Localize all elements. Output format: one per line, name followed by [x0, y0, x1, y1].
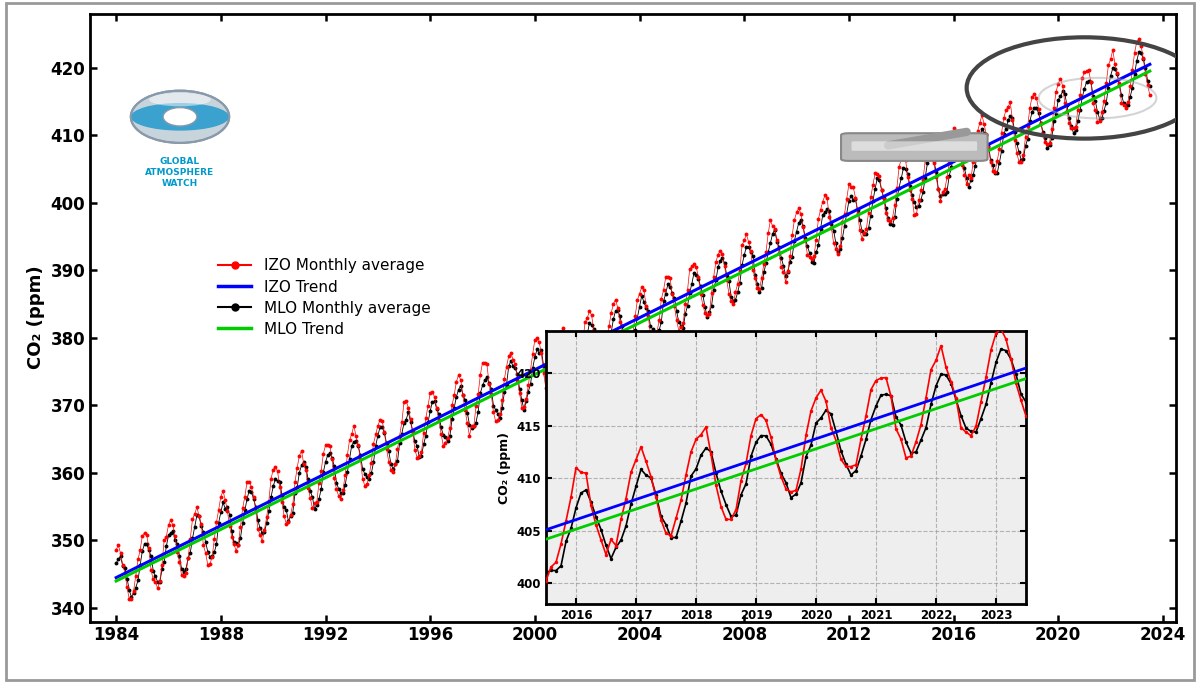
IZO Monthly average: [859, 225, 874, 234]
IZO Trend: [112, 572, 126, 581]
MLO Monthly average: [125, 593, 139, 601]
IZO Trend: [737, 262, 751, 270]
Legend: IZO Monthly average, IZO Trend, MLO Monthly average, MLO Trend: IZO Monthly average, IZO Trend, MLO Mont…: [211, 252, 437, 343]
FancyBboxPatch shape: [852, 141, 977, 151]
IZO Trend: [1008, 127, 1022, 135]
Y-axis label: CO₂ (ppm): CO₂ (ppm): [498, 432, 511, 504]
Line: IZO Monthly average: IZO Monthly average: [114, 38, 1152, 601]
FancyBboxPatch shape: [841, 133, 988, 161]
IZO Trend: [1142, 60, 1157, 68]
Ellipse shape: [131, 103, 229, 130]
MLO Monthly average: [859, 230, 874, 238]
MLO Monthly average: [824, 220, 839, 228]
IZO Monthly average: [1132, 35, 1146, 43]
Ellipse shape: [131, 91, 229, 143]
Y-axis label: CO₂ (ppm): CO₂ (ppm): [26, 266, 44, 370]
IZO Monthly average: [739, 230, 754, 238]
MLO Trend: [112, 576, 126, 584]
MLO Trend: [857, 208, 871, 216]
MLO Monthly average: [1009, 139, 1024, 148]
IZO Trend: [822, 219, 836, 227]
MLO Trend: [737, 267, 751, 275]
Ellipse shape: [163, 107, 197, 126]
MLO Monthly average: [1142, 82, 1157, 90]
IZO Trend: [857, 202, 871, 210]
MLO Trend: [109, 577, 124, 585]
MLO Monthly average: [185, 534, 199, 542]
MLO Monthly average: [112, 555, 126, 563]
IZO Monthly average: [185, 515, 199, 523]
MLO Monthly average: [109, 559, 124, 567]
IZO Trend: [109, 574, 124, 582]
MLO Monthly average: [739, 242, 754, 251]
MLO Trend: [1008, 134, 1022, 142]
Line: MLO Trend: MLO Trend: [116, 71, 1150, 581]
IZO Trend: [184, 537, 198, 545]
IZO Monthly average: [1009, 150, 1024, 158]
IZO Monthly average: [125, 596, 139, 604]
IZO Monthly average: [824, 224, 839, 232]
IZO Monthly average: [112, 541, 126, 549]
MLO Trend: [822, 225, 836, 234]
Ellipse shape: [149, 93, 211, 107]
IZO Monthly average: [109, 546, 124, 554]
MLO Trend: [184, 540, 198, 548]
IZO Monthly average: [1142, 91, 1157, 99]
Line: MLO Monthly average: MLO Monthly average: [114, 51, 1152, 599]
MLO Trend: [1142, 67, 1157, 75]
Text: GLOBAL
ATMOSPHERE
WATCH: GLOBAL ATMOSPHERE WATCH: [145, 157, 215, 188]
Line: IZO Trend: IZO Trend: [116, 64, 1150, 578]
MLO Monthly average: [1132, 48, 1146, 56]
